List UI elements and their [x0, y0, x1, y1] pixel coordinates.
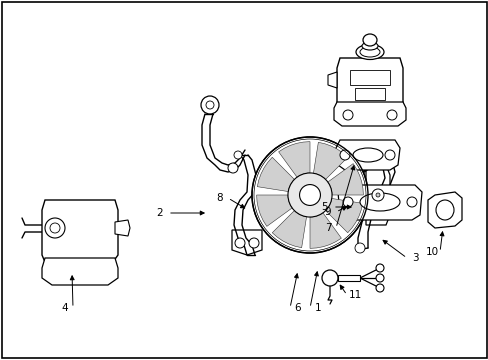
Ellipse shape: [299, 185, 320, 206]
Polygon shape: [42, 258, 118, 285]
Polygon shape: [309, 213, 341, 248]
Text: 11: 11: [347, 290, 361, 300]
Circle shape: [205, 101, 214, 109]
Ellipse shape: [362, 34, 376, 46]
Text: 1: 1: [314, 303, 321, 313]
Polygon shape: [325, 198, 362, 233]
Text: 4: 4: [61, 303, 68, 313]
Ellipse shape: [361, 42, 377, 50]
Circle shape: [248, 238, 259, 248]
Circle shape: [371, 189, 383, 201]
Polygon shape: [327, 164, 363, 195]
Ellipse shape: [359, 47, 379, 57]
Circle shape: [378, 156, 390, 168]
Text: 8: 8: [216, 193, 223, 203]
Ellipse shape: [355, 45, 383, 59]
Circle shape: [50, 223, 60, 233]
Circle shape: [342, 197, 352, 207]
Text: 7: 7: [324, 223, 331, 233]
Polygon shape: [354, 88, 384, 100]
Polygon shape: [42, 200, 118, 262]
Circle shape: [386, 110, 396, 120]
Circle shape: [227, 163, 238, 173]
Text: 10: 10: [425, 247, 438, 257]
Polygon shape: [427, 192, 461, 228]
Polygon shape: [336, 58, 402, 110]
Ellipse shape: [359, 193, 399, 211]
Ellipse shape: [287, 173, 331, 217]
Polygon shape: [335, 140, 399, 170]
Ellipse shape: [352, 148, 382, 162]
Circle shape: [384, 150, 394, 160]
Polygon shape: [272, 211, 306, 248]
Polygon shape: [231, 230, 262, 255]
Text: 9: 9: [324, 207, 331, 217]
Polygon shape: [327, 72, 336, 88]
Text: 2: 2: [156, 208, 163, 218]
Circle shape: [375, 274, 383, 282]
Polygon shape: [349, 70, 389, 85]
Polygon shape: [278, 141, 309, 177]
Circle shape: [342, 110, 352, 120]
Text: 6: 6: [294, 303, 301, 313]
Circle shape: [375, 284, 383, 292]
Circle shape: [321, 270, 337, 286]
Polygon shape: [313, 142, 347, 179]
Circle shape: [354, 243, 364, 253]
Polygon shape: [256, 195, 291, 226]
Ellipse shape: [435, 200, 453, 220]
Polygon shape: [337, 275, 359, 281]
Circle shape: [375, 264, 383, 272]
Text: 5: 5: [321, 202, 327, 212]
Text: 3: 3: [411, 253, 417, 263]
Circle shape: [375, 193, 379, 197]
Circle shape: [339, 150, 349, 160]
Polygon shape: [337, 185, 421, 220]
Polygon shape: [333, 102, 405, 126]
Polygon shape: [365, 165, 389, 225]
Circle shape: [235, 238, 244, 248]
Circle shape: [234, 151, 242, 159]
Polygon shape: [257, 157, 294, 192]
Circle shape: [406, 197, 416, 207]
Circle shape: [201, 96, 219, 114]
Circle shape: [45, 218, 65, 238]
Polygon shape: [115, 220, 130, 236]
Ellipse shape: [251, 137, 367, 253]
